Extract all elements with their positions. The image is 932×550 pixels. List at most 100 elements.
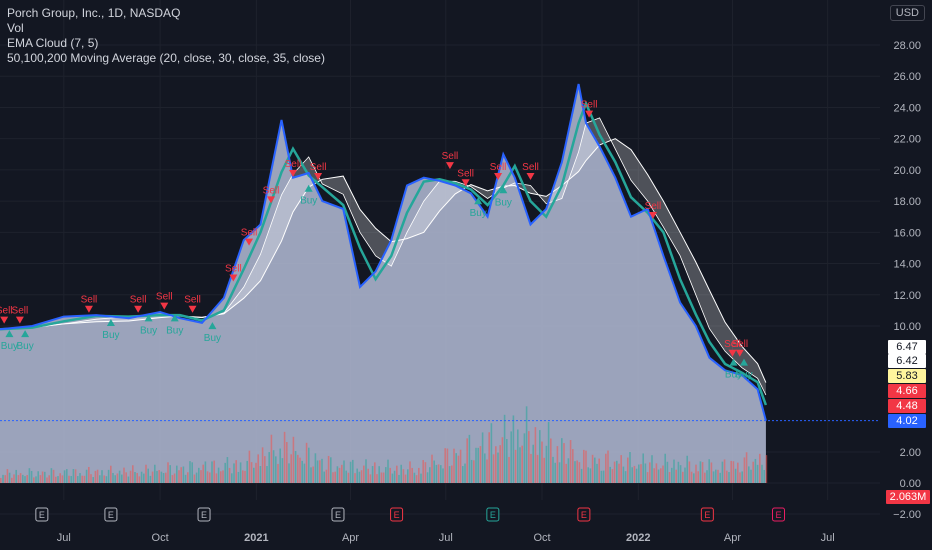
volume-bar [721,461,724,483]
volume-bar [541,441,543,483]
buy-marker [729,358,738,366]
volume-bar [299,457,301,483]
volume-bar [748,466,750,483]
volume-bar [209,472,211,483]
volume-bar [294,451,297,483]
earnings-marker[interactable] [331,507,345,522]
volume-bar [363,465,365,483]
volume-bar [211,461,213,483]
volume-bar [250,462,253,483]
volume-bar [94,470,97,483]
volume-bar [257,454,259,483]
buy-marker [739,358,748,366]
volume-bar [732,461,735,483]
volume-bar [666,461,669,483]
earnings-marker[interactable] [772,507,786,522]
sell-label: Sell [81,295,98,306]
earnings-marker[interactable] [35,507,49,522]
volume-bar [15,469,17,483]
sell-label: Sell [130,295,147,306]
earnings-marker[interactable] [577,507,591,522]
earnings-marker[interactable] [486,507,500,522]
volume-bar [165,472,167,483]
volume-bar [52,469,55,483]
volume-bar [281,458,284,483]
volume-bar [378,466,380,483]
volume-bar [191,462,193,483]
volume-bar [11,477,13,483]
volume-bar [101,470,103,483]
volume-bar [286,442,288,483]
legend-moving-average[interactable]: 50,100,200 Moving Average (20, close, 30… [7,51,325,65]
volume-bar [182,466,185,483]
volume-bar [466,438,468,483]
buy-label: Buy [725,370,742,381]
volume-bar [96,469,99,483]
volume-bar [297,454,299,483]
volume-bar [24,476,26,483]
earnings-marker[interactable] [104,507,118,522]
earnings-marker[interactable] [197,507,211,522]
volume-bar [195,472,198,483]
volume-bar [338,467,341,483]
sell-marker [229,274,238,282]
volume-bar [72,469,75,483]
volume-bar [345,470,347,483]
x-tick-label: Oct [152,532,169,544]
volume-bar [312,466,314,483]
volume-bar [640,464,642,483]
legend-title[interactable]: Porch Group, Inc., 1D, NASDAQ [7,6,181,20]
volume-bar [354,473,356,483]
volume-bar [660,468,662,483]
volume-bar [277,463,279,483]
volume-bar [413,472,416,483]
volume-bar [41,471,44,483]
volume-bar [272,450,275,483]
volume-bar [48,475,50,483]
currency-button[interactable]: USD [889,5,925,21]
earnings-marker[interactable] [700,507,714,522]
volume-bar [567,458,570,483]
volume-bar [435,464,438,483]
volume-bar [671,467,673,483]
volume-bar [534,427,537,483]
legend-volume[interactable]: Vol [7,21,24,35]
volume-bar [270,434,273,483]
sell-label: Sell [442,151,459,162]
volume-bar [402,469,405,483]
volume-bar [543,457,545,483]
sell-marker [134,305,143,313]
volume-bar [149,475,152,483]
volume-bar [655,463,658,483]
volume-bar [514,449,517,483]
buy-label: Buy [102,330,119,341]
volume-bar [147,468,149,483]
buy-label: Buy [495,197,512,208]
volume-bar [389,467,391,483]
legend-ema-cloud[interactable]: EMA Cloud (7, 5) [7,36,99,50]
volume-bar [30,470,33,483]
earnings-marker[interactable] [390,507,404,522]
volume-bar [536,454,539,483]
volume-bar [237,471,240,483]
volume-bar [448,466,451,483]
sell-marker [648,212,657,220]
y-tick-label: 18.00 [893,196,921,208]
volume-bar [477,447,479,483]
volume-bar [301,460,303,483]
volume-bar [156,470,158,483]
sell-marker [188,305,197,313]
volume-bar [323,471,325,483]
volume-bar [242,470,244,483]
volume-bar [510,431,512,483]
volume-bar [136,472,138,483]
volume-bar [283,431,286,483]
volume-bar [523,433,526,483]
volume-bar [607,450,609,483]
volume-bar [382,472,385,483]
volume-bar [121,474,123,483]
volume-bar [116,473,119,483]
volume-bar [288,463,290,483]
y-tick-label: 10.00 [893,321,921,333]
